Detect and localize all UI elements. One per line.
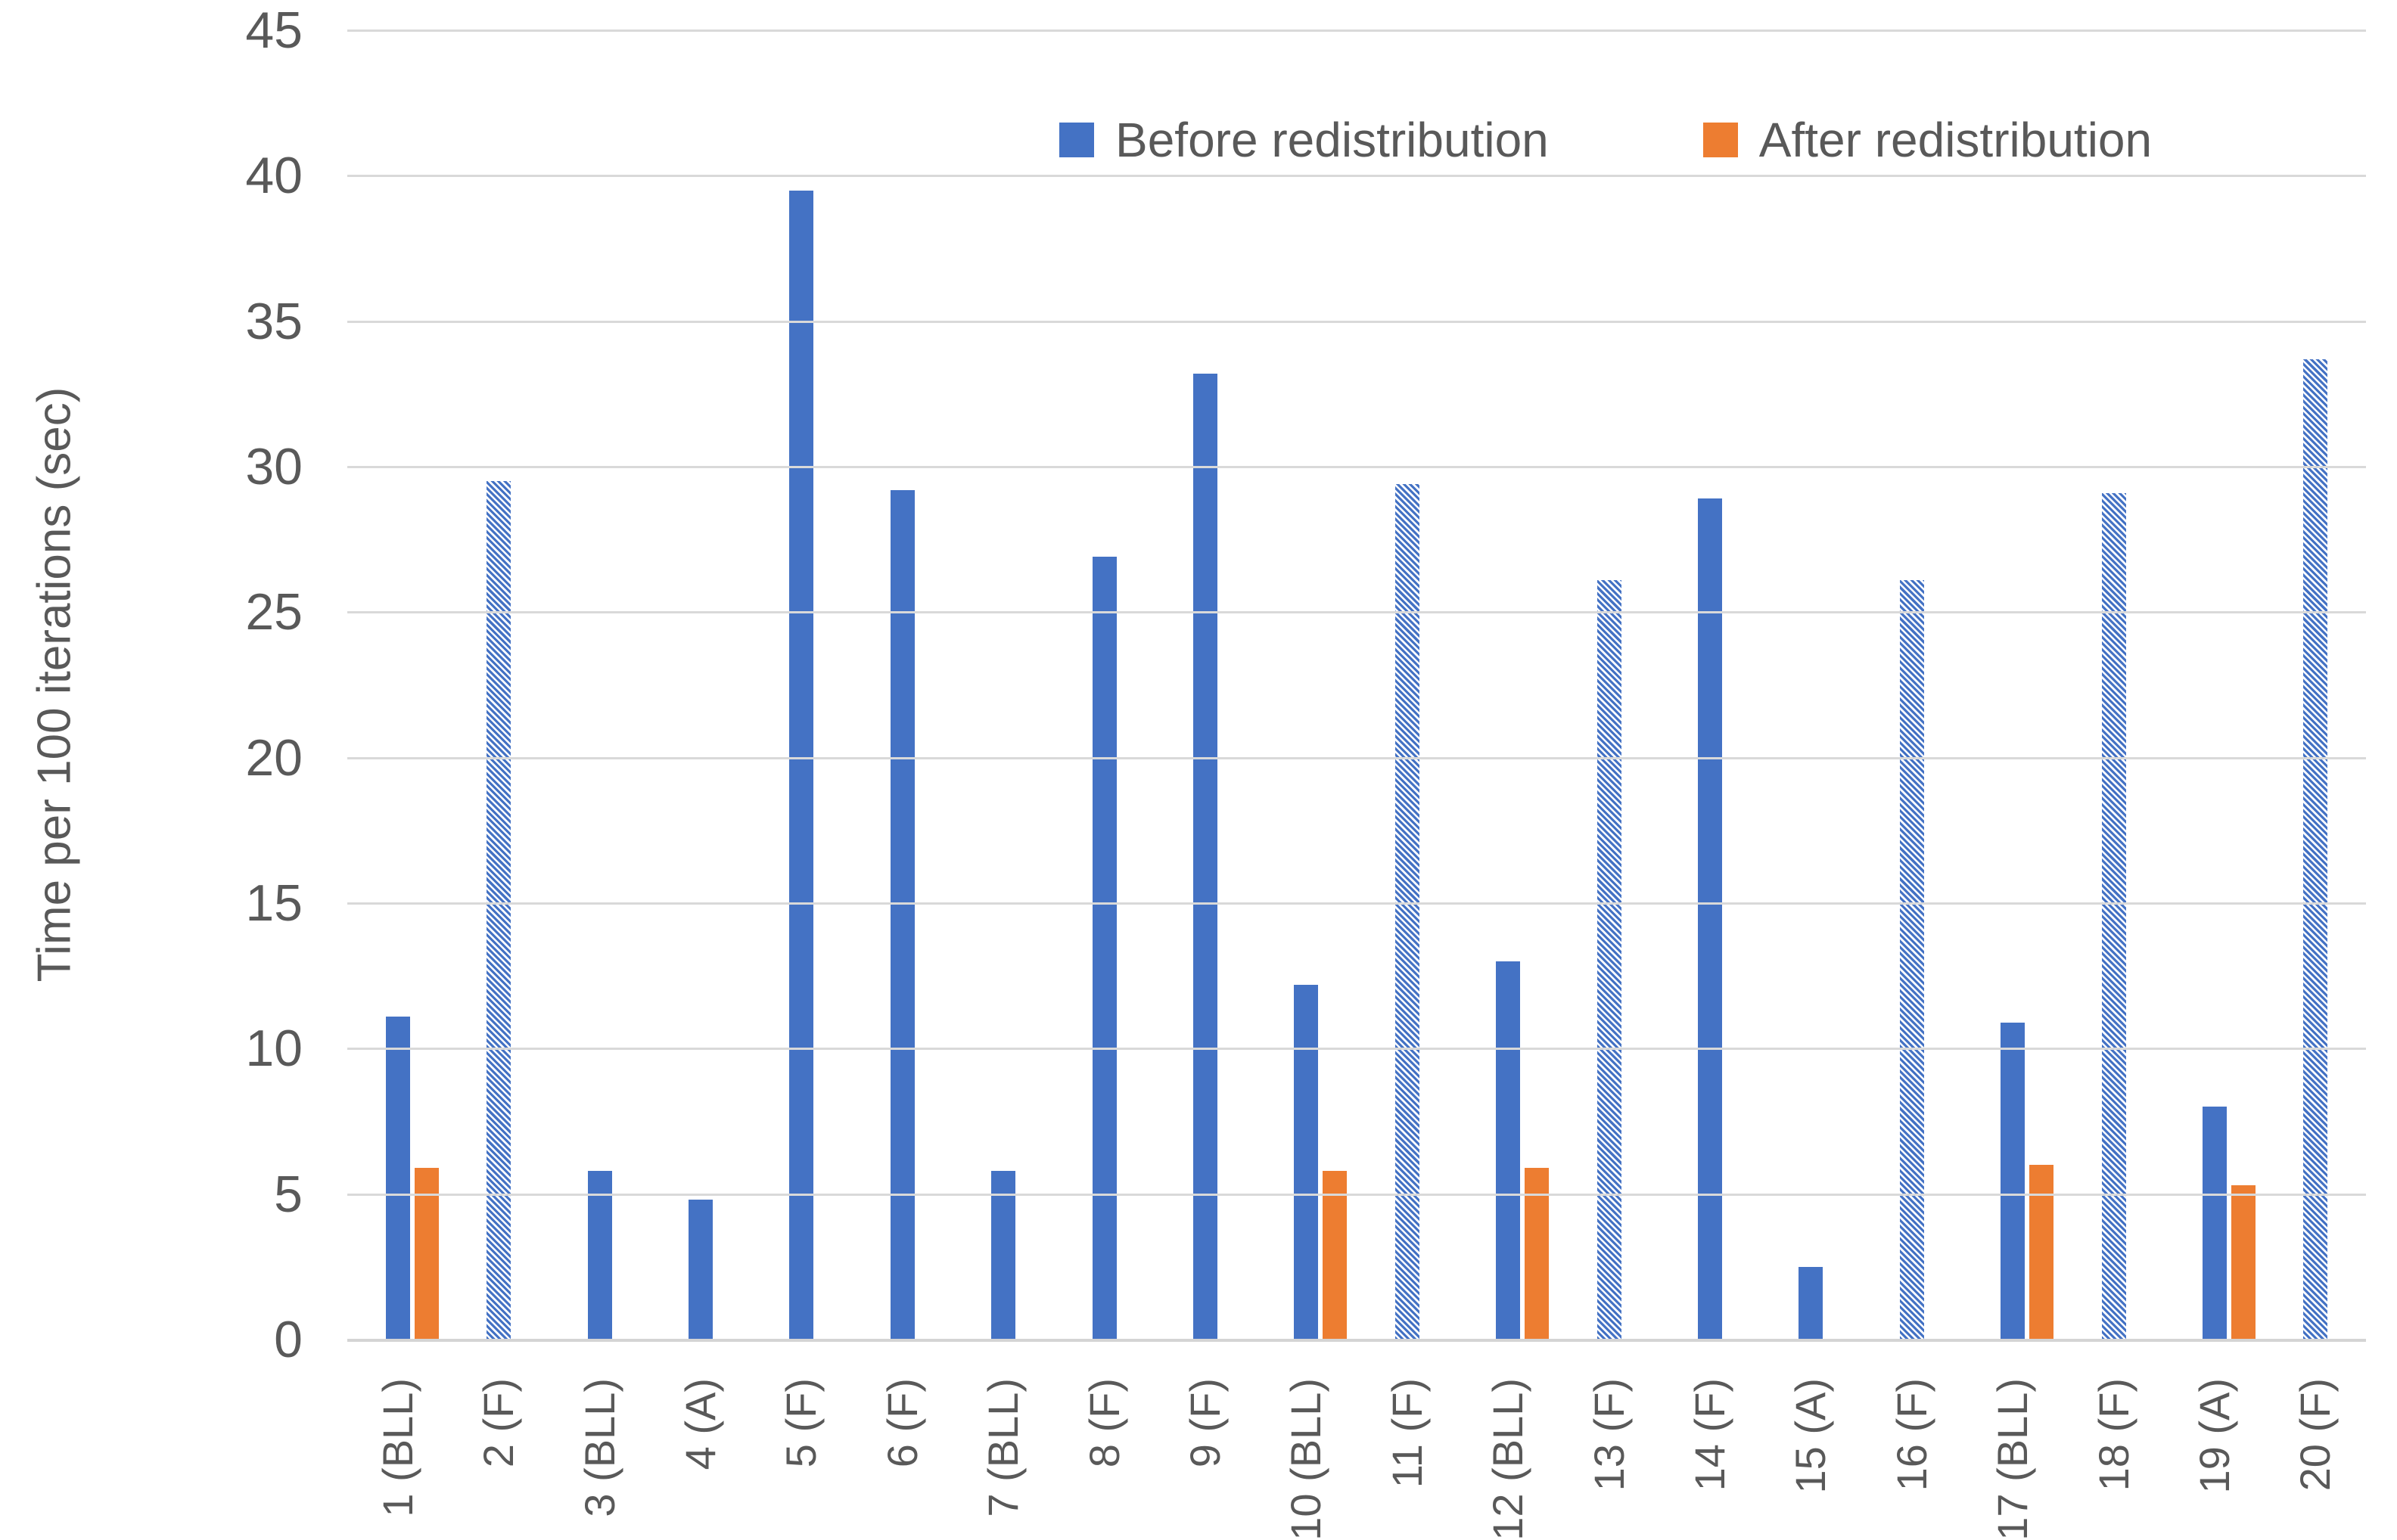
y-tick-label: 25 [245, 583, 303, 641]
legend: Before redistribution After redistributi… [1059, 112, 2265, 168]
x-category-label: 11 (F) [1382, 1378, 1431, 1489]
bar-before [890, 489, 915, 1340]
x-category-label: 20 (F) [2291, 1378, 2339, 1492]
x-category-label: 19 (A) [2190, 1378, 2238, 1494]
y-tick-label: 20 [245, 728, 303, 787]
legend-swatch-after [1702, 123, 1738, 157]
bar-after [2231, 1185, 2256, 1340]
legend-label-after: After redistribution [1758, 113, 2153, 167]
legend-label-before: Before redistribution [1115, 113, 1549, 167]
bar-after [1323, 1170, 1348, 1340]
y-tick-label: 0 [274, 1311, 303, 1368]
x-category-label: 4 (A) [676, 1378, 724, 1470]
bar-before [1092, 557, 1117, 1340]
y-axis-title: Time per 100 iterations (sec) [28, 387, 81, 983]
y-tick-label: 45 [245, 2, 303, 59]
gridline [347, 756, 2366, 759]
x-category-label: 16 (F) [1887, 1378, 1935, 1492]
x-category-label: 9 (F) [1180, 1378, 1229, 1468]
gridline [347, 611, 2366, 614]
bar-before [1799, 1266, 1823, 1340]
gridline [347, 175, 2366, 178]
x-category-label: 5 (F) [777, 1378, 825, 1468]
x-category-label: 8 (F) [1080, 1378, 1128, 1468]
y-tick-label: 30 [245, 438, 303, 495]
x-category-label: 15 (A) [1786, 1378, 1835, 1494]
x-category-label: 17 (BLL) [1988, 1378, 2037, 1540]
bar-before-hatched [1899, 580, 1924, 1340]
bar-before [587, 1170, 612, 1340]
gridline [347, 466, 2366, 468]
bar-before [1697, 498, 1722, 1340]
y-tick-label: 5 [274, 1165, 303, 1223]
bar-before [2001, 1022, 2025, 1340]
x-category-label: 18 (F) [2089, 1378, 2137, 1492]
gridline [347, 1048, 2366, 1051]
gridline [347, 902, 2366, 905]
x-category-label: 1 (BLL) [373, 1378, 421, 1517]
bar-before [1192, 373, 1217, 1340]
y-tick-label: 10 [245, 1020, 303, 1078]
bar-before [1294, 984, 1319, 1340]
gridline [347, 320, 2366, 323]
bar-before [385, 1017, 410, 1340]
y-tick-label: 35 [245, 292, 303, 350]
y-tick-label: 40 [245, 147, 303, 205]
legend-swatch-before [1059, 123, 1094, 157]
y-tick-label: 15 [245, 874, 303, 932]
x-category-label: 12 (BLL) [1484, 1378, 1532, 1540]
bar-before-hatched [1596, 580, 1621, 1340]
bar-before [789, 190, 814, 1340]
gridline [347, 29, 2366, 32]
bar-before-hatched [2303, 359, 2328, 1340]
bar-after [2029, 1165, 2054, 1340]
gridline [347, 1193, 2366, 1196]
bar-before [1496, 961, 1521, 1340]
bar-before [2202, 1107, 2227, 1340]
legend-item-after: After redistribution [1702, 112, 2265, 168]
x-category-label: 10 (BLL) [1282, 1378, 1330, 1540]
bar-before-hatched [1394, 484, 1419, 1340]
x-category-label: 3 (BLL) [575, 1378, 623, 1517]
x-category-label: 6 (F) [878, 1378, 926, 1468]
bar-before-hatched [2101, 492, 2126, 1340]
bar-after [1525, 1168, 1550, 1340]
x-axis-line [347, 1339, 2366, 1342]
legend-item-before: Before redistribution [1059, 112, 1662, 168]
x-category-label: 2 (F) [474, 1378, 523, 1468]
x-category-label: 14 (F) [1685, 1378, 1733, 1492]
bar-before-hatched [487, 481, 511, 1340]
x-category-label: 7 (BLL) [979, 1378, 1028, 1517]
bar-before [991, 1170, 1016, 1340]
bar-before [688, 1200, 713, 1340]
bar-after [414, 1168, 439, 1340]
x-category-label: 13 (F) [1584, 1378, 1633, 1492]
